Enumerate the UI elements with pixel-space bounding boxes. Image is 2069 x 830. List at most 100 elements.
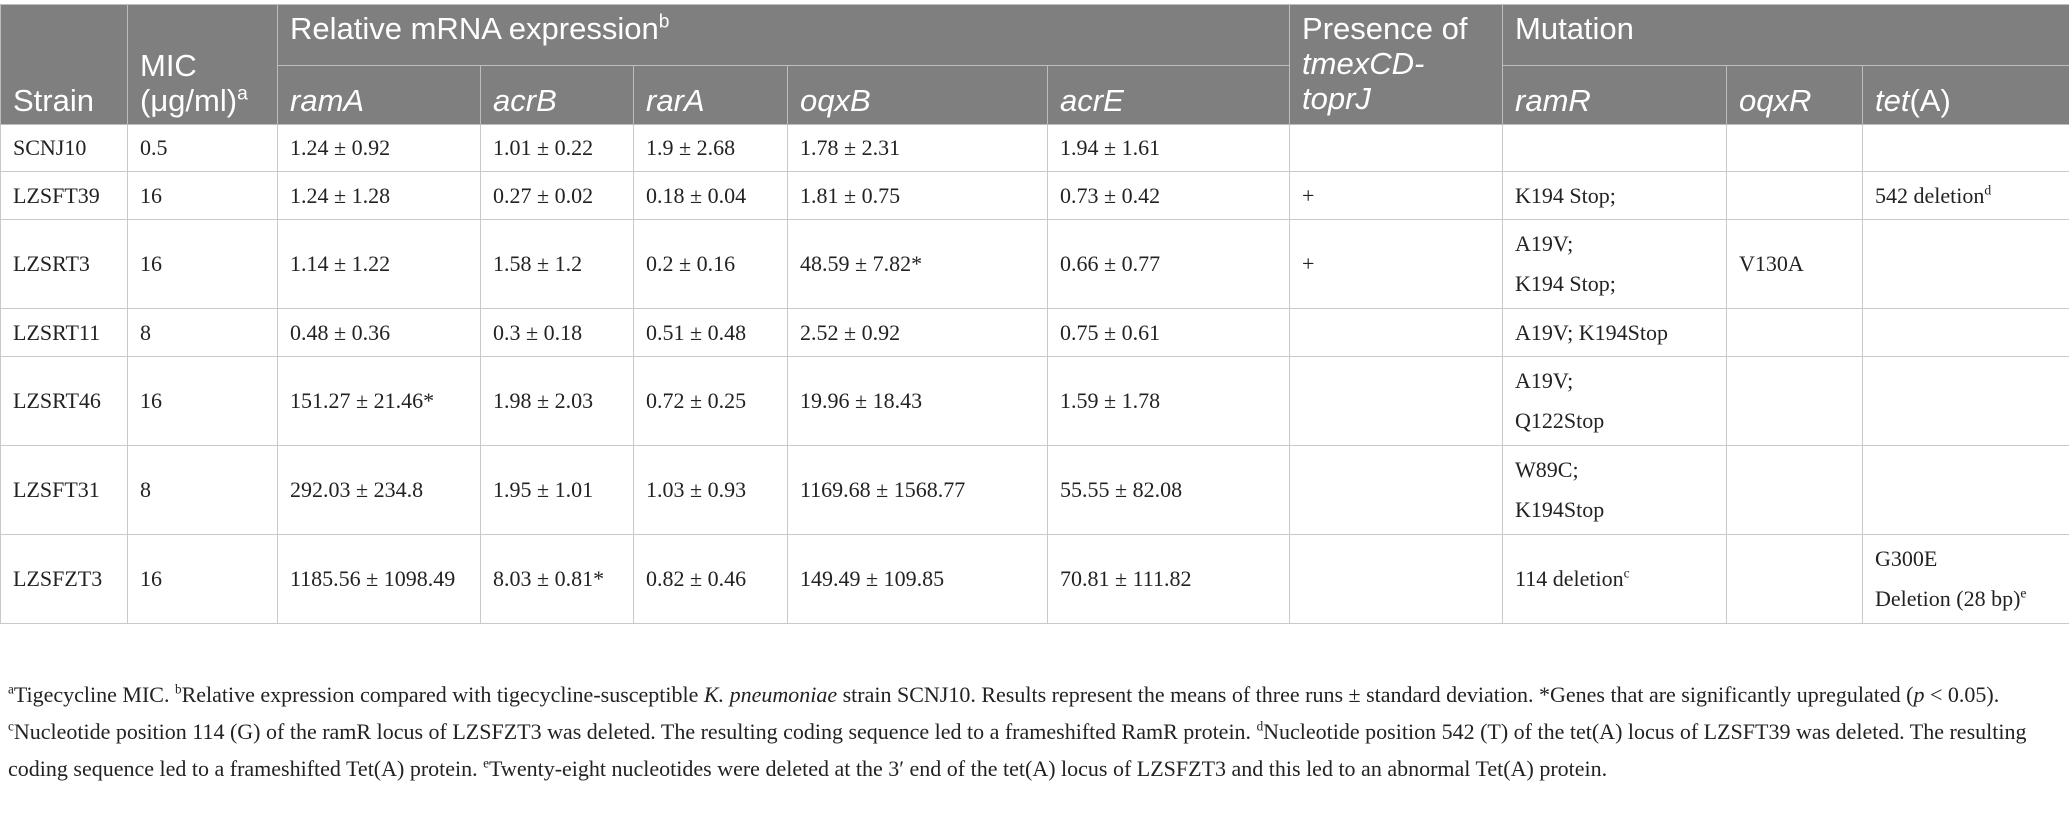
- footnote-c-marker: c: [8, 718, 14, 734]
- cell-rama: 1.24 ± 1.28: [277, 171, 481, 220]
- table-row: LZSFT39 16 1.24 ± 1.28 0.27 ± 0.02 0.18 …: [0, 171, 2069, 220]
- cell-acre: 70.81 ± 111.82: [1046, 534, 1291, 624]
- footnote-e-marker: e: [483, 755, 490, 771]
- cell-oqxr: [1726, 356, 1864, 446]
- cell-oqxb: 1.81 ± 0.75: [787, 171, 1048, 220]
- header-mic: MIC (μg/ml)a: [127, 4, 278, 125]
- header-relative-mrna: Relative mRNA expressionb: [276, 4, 1291, 66]
- cell-oqxb: 1169.68 ± 1568.77: [787, 445, 1048, 535]
- cell-mic: 8: [127, 308, 278, 357]
- cell-rama: 1185.56 ± 1098.49: [277, 534, 481, 624]
- cell-oqxr: V130A: [1726, 219, 1864, 309]
- cell-strain: LZSFT39: [0, 171, 128, 220]
- cell-presence: [1289, 356, 1504, 446]
- footnote-b-species: K. pneumoniae: [703, 682, 838, 707]
- footnote-b-marker: b: [174, 681, 182, 697]
- cell-rara: 0.51 ± 0.48: [633, 308, 788, 357]
- cell-ramr: A19V; Q122Stop: [1502, 356, 1728, 446]
- cell-mic: 16: [127, 171, 278, 220]
- cell-teta: [1862, 219, 2069, 309]
- cell-mic: 0.5: [127, 124, 278, 172]
- cell-acrb: 1.01 ± 0.22: [480, 124, 634, 172]
- header-ramr: ramR: [1502, 65, 1728, 125]
- cell-ramr: A19V; K194 Stop;: [1502, 219, 1728, 309]
- cell-acre: 0.66 ± 0.77: [1046, 219, 1291, 309]
- table-header: Strain MIC (μg/ml)a Relative mRNA express…: [0, 4, 2069, 125]
- cell-acre: 0.73 ± 0.42: [1046, 171, 1291, 220]
- footnote-d: Nucleotide position 542 (T) of the tet(A…: [8, 719, 2027, 781]
- cell-rama: 292.03 ± 234.8: [277, 445, 481, 535]
- cell-teta: G300E Deletion (28 bp)e: [1862, 534, 2069, 624]
- cell-ramr: K194 Stop;: [1502, 171, 1728, 220]
- cell-rara: 0.2 ± 0.16: [633, 219, 788, 309]
- footnote-d-marker: d: [1256, 718, 1264, 734]
- cell-oqxr: [1726, 124, 1864, 172]
- cell-teta: [1862, 124, 2069, 172]
- data-table: Strain MIC (μg/ml)a Relative mRNA express…: [0, 4, 2069, 624]
- footnote-b: Relative expression compared with tigecy…: [181, 682, 704, 707]
- table-row: LZSRT3 16 1.14 ± 1.22 1.58 ± 1.2 0.2 ± 0…: [0, 219, 2069, 309]
- cell-mic: 8: [127, 445, 278, 535]
- cell-rara: 1.03 ± 0.93: [633, 445, 788, 535]
- cell-rara: 0.18 ± 0.04: [633, 171, 788, 220]
- header-presence: Presence of tmexCD-toprJ: [1289, 4, 1504, 125]
- header-strain: Strain: [0, 4, 128, 125]
- cell-acre: 0.75 ± 0.61: [1046, 308, 1291, 357]
- header-acrb: acrB: [480, 65, 634, 125]
- cell-acrb: 1.95 ± 1.01: [480, 445, 634, 535]
- cell-oqxb: 48.59 ± 7.82*: [787, 219, 1048, 309]
- cell-acrb: 0.3 ± 0.18: [480, 308, 634, 357]
- cell-oqxb: 2.52 ± 0.92: [787, 308, 1048, 357]
- table-row: SCNJ10 0.5 1.24 ± 0.92 1.01 ± 0.22 1.9 ±…: [0, 124, 2069, 172]
- cell-acrb: 1.98 ± 2.03: [480, 356, 634, 446]
- table-body: SCNJ10 0.5 1.24 ± 0.92 1.01 ± 0.22 1.9 ±…: [0, 124, 2069, 624]
- cell-teta: [1862, 445, 2069, 535]
- table-footnotes: aTigecycline MIC. bRelative expression c…: [8, 681, 2027, 781]
- cell-mic: 16: [127, 534, 278, 624]
- table-row: LZSFT31 8 292.03 ± 234.8 1.95 ± 1.01 1.0…: [0, 445, 2069, 535]
- table-row: LZSRT46 16 151.27 ± 21.46* 1.98 ± 2.03 0…: [0, 356, 2069, 446]
- cell-acre: 1.94 ± 1.61: [1046, 124, 1291, 172]
- cell-acre: 55.55 ± 82.08: [1046, 445, 1291, 535]
- cell-oqxb: 1.78 ± 2.31: [787, 124, 1048, 172]
- table-container: Strain MIC (μg/ml)a Relative mRNA express…: [0, 4, 2069, 624]
- table-row: LZSRT11 8 0.48 ± 0.36 0.3 ± 0.18 0.51 ± …: [0, 308, 2069, 357]
- cell-mic: 16: [127, 219, 278, 309]
- header-acre: acrE: [1046, 65, 1291, 125]
- footnote-c: Nucleotide position 114 (G) of the ramR …: [13, 719, 1257, 744]
- cell-strain: LZSFZT3: [0, 534, 128, 624]
- cell-rara: 1.9 ± 2.68: [633, 124, 788, 172]
- cell-rama: 151.27 ± 21.46*: [277, 356, 481, 446]
- header-teta: tet(A): [1862, 65, 2069, 125]
- cell-mic: 16: [127, 356, 278, 446]
- cell-strain: SCNJ10: [0, 124, 128, 172]
- cell-rara: 0.72 ± 0.25: [633, 356, 788, 446]
- cell-teta: 542 deletiond: [1862, 171, 2069, 220]
- cell-oqxr: [1726, 445, 1864, 535]
- cell-oqxr: [1726, 308, 1864, 357]
- cell-presence: [1289, 308, 1504, 357]
- cell-ramr: 114 deletionc: [1502, 534, 1728, 624]
- cell-acrb: 1.58 ± 1.2: [480, 219, 634, 309]
- cell-strain: LZSRT46: [0, 356, 128, 446]
- footnote-a-marker: a: [8, 681, 14, 697]
- cell-presence: +: [1289, 219, 1504, 309]
- cell-oqxr: [1726, 171, 1864, 220]
- table-row: LZSFZT3 16 1185.56 ± 1098.49 8.03 ± 0.81…: [0, 534, 2069, 624]
- cell-oqxb: 19.96 ± 18.43: [787, 356, 1048, 446]
- header-rama: ramA: [277, 65, 481, 125]
- header-mutation: Mutation: [1502, 4, 2069, 66]
- cell-acre: 1.59 ± 1.78: [1046, 356, 1291, 446]
- cell-presence: [1289, 534, 1504, 624]
- cell-presence: [1289, 445, 1504, 535]
- footnote-a: Tigecycline MIC.: [13, 682, 175, 707]
- cell-acrb: 8.03 ± 0.81*: [480, 534, 634, 624]
- cell-rama: 1.24 ± 0.92: [277, 124, 481, 172]
- header-oqxr: oqxR: [1726, 65, 1864, 125]
- cell-strain: LZSRT11: [0, 308, 128, 357]
- cell-presence: [1289, 124, 1504, 172]
- cell-ramr: A19V; K194Stop: [1502, 308, 1728, 357]
- cell-rama: 0.48 ± 0.36: [277, 308, 481, 357]
- cell-oqxr: [1726, 534, 1864, 624]
- cell-ramr: W89C; K194Stop: [1502, 445, 1728, 535]
